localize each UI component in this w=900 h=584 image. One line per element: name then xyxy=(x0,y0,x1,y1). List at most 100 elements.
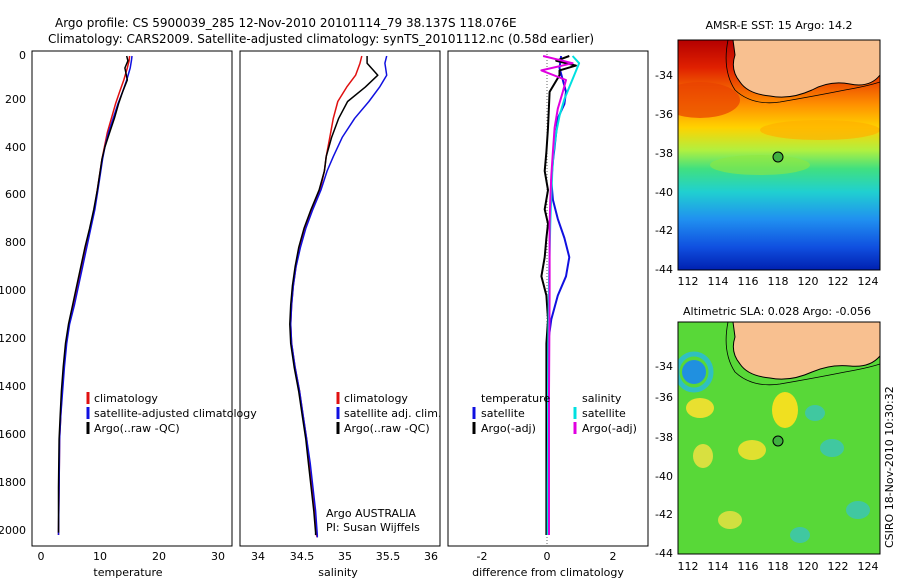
difference-xtick-2: 2 xyxy=(610,550,617,563)
legend-climatology: climatology xyxy=(94,392,158,405)
sst-ytick-42: -42 xyxy=(655,224,673,237)
sla-blue-eddy xyxy=(682,360,706,384)
sla-xtick-114: 114 xyxy=(708,560,729,573)
sla-yellow-patch-1 xyxy=(686,398,714,418)
sla-cyan-patch-2 xyxy=(820,439,844,457)
ytick-1200: 1200 xyxy=(0,332,26,345)
sst-yellow-band xyxy=(760,120,880,140)
salinity-xtick-35: 35 xyxy=(338,550,352,563)
sst-map: AMSR-E SST: 15 Argo: 14.2 -34 -36 -38 -4… xyxy=(655,19,881,288)
ytick-2000: 2000 xyxy=(0,524,26,537)
sst-map-frame xyxy=(677,39,881,271)
sla-ytick-38: -38 xyxy=(655,431,673,444)
difference-axes xyxy=(447,50,649,547)
sst-green-patch xyxy=(710,155,810,175)
difference-panel: -2 0 2 difference from climatology tempe… xyxy=(447,50,649,579)
sst-ytick-44: -44 xyxy=(655,263,673,276)
argo-country-note: Argo AUSTRALIA xyxy=(326,507,416,520)
salinity-xtick-36: 36 xyxy=(424,550,438,563)
legend-satellite: satellite-adjusted climatology xyxy=(94,407,257,420)
sla-xtick-118: 118 xyxy=(768,560,789,573)
sla-map-title: Altimetric SLA: 0.028 Argo: -0.056 xyxy=(683,305,871,318)
sal-series-argo-raw-qc- xyxy=(289,56,379,535)
sst-xtick-122: 122 xyxy=(828,275,849,288)
sst-xtick-120: 120 xyxy=(798,275,819,288)
sst-ytick-40: -40 xyxy=(655,186,673,199)
sal-series-climatology xyxy=(289,55,363,538)
ytick-1000: 1000 xyxy=(0,284,26,297)
sst-xtick-116: 116 xyxy=(738,275,759,288)
ytick-1400: 1400 xyxy=(0,380,26,393)
difference-xlabel: difference from climatology xyxy=(472,566,624,579)
sla-ytick-42: -42 xyxy=(655,508,673,521)
sst-ytick-36: -36 xyxy=(655,108,673,121)
sla-yellow-patch-5 xyxy=(718,511,742,529)
sla-ytick-44: -44 xyxy=(655,547,673,560)
legend-argo: Argo(..raw -QC) xyxy=(94,422,180,435)
legend-sal-satellite: satellite xyxy=(582,407,626,420)
sla-argo-marker xyxy=(772,435,784,447)
salinity-legend: climatology satellite adj. clim. Argo(..… xyxy=(336,392,441,435)
difference-xtick-0: 0 xyxy=(544,550,551,563)
salinity-xlabel: salinity xyxy=(318,566,358,579)
temperature-xlabel: temperature xyxy=(93,566,162,579)
temperature-xtick-0: 0 xyxy=(38,550,45,563)
difference-xtick-neg2: -2 xyxy=(477,550,488,563)
header-line2: Climatology: CARS2009. Satellite-adjuste… xyxy=(48,32,594,46)
legend-climatology: climatology xyxy=(344,392,408,405)
header-line1: Argo profile: CS 5900039_285 12-Nov-2010… xyxy=(55,16,517,30)
sla-ytick-36: -36 xyxy=(655,391,673,404)
ytick-400: 400 xyxy=(5,141,26,154)
legend-satellite: satellite adj. clim. xyxy=(344,407,441,420)
salinity-xtick-35.5: 35.5 xyxy=(376,550,401,563)
sla-cyan-patch-1 xyxy=(805,405,825,421)
sst-ytick-38: -38 xyxy=(655,147,673,160)
sst-xtick-124: 124 xyxy=(858,275,879,288)
pressure-ticks: 0 200 400 600 800 1000 1200 1400 1600 18… xyxy=(0,49,26,537)
sla-xtick-116: 116 xyxy=(738,560,759,573)
salinity-panel: 34 34.5 35 35.5 36 salinity climatology … xyxy=(239,50,441,579)
temperature-xtick-30: 30 xyxy=(211,550,225,563)
diff-series-salinity-satellite xyxy=(546,55,581,535)
sla-cyan-patch-3 xyxy=(846,501,870,519)
ytick-800: 800 xyxy=(5,236,26,249)
sst-argo-marker xyxy=(772,151,784,163)
sst-xtick-112: 112 xyxy=(678,275,699,288)
sst-land xyxy=(732,40,880,98)
temp-series-climatology xyxy=(57,55,131,536)
temperature-xtick-10: 10 xyxy=(93,550,107,563)
sla-xtick-124: 124 xyxy=(858,560,879,573)
difference-legend: temperature satellite Argo(-adj) salinit… xyxy=(472,392,637,435)
ytick-1600: 1600 xyxy=(0,428,26,441)
sla-map: Altimetric SLA: 0.028 Argo: -0.056 -34 -… xyxy=(655,305,881,573)
sla-xtick-120: 120 xyxy=(798,560,819,573)
salinity-xtick-34.5: 34.5 xyxy=(290,550,315,563)
sla-cyan-patch-4 xyxy=(790,527,810,543)
argo-pi-note: PI: Susan Wijffels xyxy=(326,521,420,534)
sst-ytick-34: -34 xyxy=(655,69,673,82)
sst-isobath xyxy=(725,40,880,104)
diff-series-temperature-argo-adj- xyxy=(540,55,577,535)
ytick-1800: 1800 xyxy=(0,476,26,489)
sla-xtick-112: 112 xyxy=(678,560,699,573)
sst-warm-eddy xyxy=(678,82,740,118)
sla-yellow-patch-2 xyxy=(772,392,798,428)
side-credit-label: CSIRO 18-Nov-2010 10:30:32 xyxy=(883,386,896,548)
legend-sal-argo: Argo(-adj) xyxy=(582,422,637,435)
sst-xtick-114: 114 xyxy=(708,275,729,288)
legend-argo: Argo(..raw -QC) xyxy=(344,422,430,435)
sst-map-title: AMSR-E SST: 15 Argo: 14.2 xyxy=(705,19,852,32)
legend-temperature-title: temperature xyxy=(481,392,550,405)
sla-yellow-patch-4 xyxy=(693,444,713,468)
sla-xtick-122: 122 xyxy=(828,560,849,573)
legend-salinity-title: salinity xyxy=(582,392,622,405)
ytick-0: 0 xyxy=(19,49,26,62)
legend-temp-satellite: satellite xyxy=(481,407,525,420)
salinity-axes xyxy=(239,50,441,547)
sla-ytick-34: -34 xyxy=(655,360,673,373)
legend-temp-argo: Argo(-adj) xyxy=(481,422,536,435)
ytick-200: 200 xyxy=(5,93,26,106)
sla-blue-eddy-ring xyxy=(678,351,714,393)
ytick-600: 600 xyxy=(5,188,26,201)
